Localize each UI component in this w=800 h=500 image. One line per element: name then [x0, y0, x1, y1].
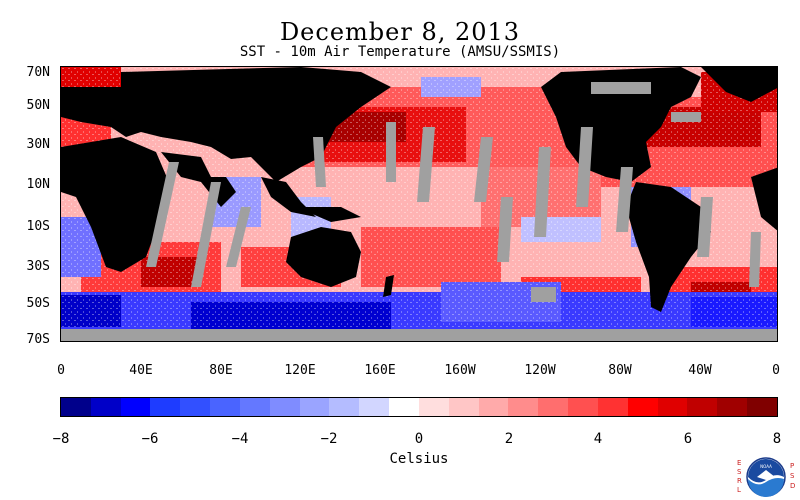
lat-label-70n: 70N — [26, 65, 50, 80]
noaa-seal-wave — [748, 478, 784, 497]
logo-letter-right: D — [790, 482, 795, 490]
colorbar-segment — [269, 398, 300, 416]
colorbar-segment — [90, 398, 121, 416]
colorbar-segment — [747, 398, 777, 416]
colorbar-tick-label: −8 — [52, 431, 70, 447]
map-subtitle: SST - 10m Air Temperature (AMSU/SSMIS) — [239, 44, 561, 60]
logo-letter-right: P — [790, 462, 794, 470]
colorbar-tick-label: −4 — [231, 431, 249, 447]
colorbar-segment — [299, 398, 330, 416]
lat-label-50n: 50N — [26, 98, 50, 113]
colorbar-segment — [180, 398, 211, 416]
map-title: December 8, 2013 — [279, 18, 521, 46]
colorbar-segment — [627, 398, 658, 416]
colorbar-unit-label: Celsius — [389, 451, 449, 467]
lon-label-160e: 160E — [364, 363, 396, 378]
lat-label-70s: 70S — [26, 332, 50, 347]
colorbar-tick-label: 4 — [593, 431, 603, 447]
logo-letter-left: L — [737, 486, 741, 494]
colorbar-segment — [329, 398, 360, 416]
lon-label-0-right: 0 — [772, 363, 780, 378]
colorbar-segment — [359, 398, 390, 416]
logo-letter-left: R — [737, 477, 742, 485]
lon-label-120w: 120W — [524, 363, 556, 378]
logo-letter-left: E — [737, 459, 741, 467]
colorbar-tick-label: −2 — [320, 431, 338, 447]
colorbar-tick-label: −6 — [141, 431, 159, 447]
colorbar-segment — [717, 398, 748, 416]
colorbar-segment — [538, 398, 569, 416]
map-graphic — [61, 67, 777, 341]
lon-label-160w: 160W — [444, 363, 476, 378]
colorbar-segment — [478, 398, 509, 416]
colorbar-segment — [508, 398, 539, 416]
colorbar-segment — [568, 398, 598, 416]
lat-label-50s: 50S — [26, 296, 50, 311]
colorbar-segment — [120, 398, 151, 416]
missing-data-swaths — [61, 82, 777, 341]
colorbar-segment — [239, 398, 270, 416]
colorbar — [60, 397, 778, 417]
colorbar-segment — [418, 398, 449, 416]
noaa-logo: E S R L P S D NOAA — [737, 457, 795, 497]
colorbar-tick-label: 2 — [504, 431, 514, 447]
colorbar-segment — [150, 398, 181, 416]
colorbar-segment — [657, 398, 688, 416]
noaa-seal-bird — [757, 470, 775, 480]
colorbar-tick-label: 0 — [414, 431, 424, 447]
lon-label-0-left: 0 — [57, 363, 65, 378]
noaa-seal-text: NOAA — [760, 464, 772, 469]
colorbar-segment — [597, 398, 628, 416]
lat-label-30n: 30N — [26, 137, 50, 152]
colorbar-segment — [389, 398, 419, 416]
colorbar-segment — [210, 398, 240, 416]
sst-anomaly-map — [60, 66, 778, 342]
lon-label-40w: 40W — [688, 363, 712, 378]
logo-letter-right: S — [790, 472, 795, 480]
lon-label-80w: 80W — [608, 363, 632, 378]
colorbar-tick-label: 6 — [683, 431, 693, 447]
lon-label-80e: 80E — [209, 363, 233, 378]
colorbar-tick-label: 8 — [772, 431, 782, 447]
lat-label-10s: 10S — [26, 219, 50, 234]
lon-label-120e: 120E — [284, 363, 316, 378]
colorbar-segment — [687, 398, 718, 416]
colorbar-segment — [61, 398, 91, 416]
lon-label-40e: 40E — [129, 363, 153, 378]
logo-letter-left: S — [737, 468, 742, 476]
lat-label-30s: 30S — [26, 259, 50, 274]
colorbar-segment — [448, 398, 479, 416]
lat-label-10n: 10N — [26, 177, 50, 192]
logo-letters: E S R L P S D — [737, 459, 795, 494]
